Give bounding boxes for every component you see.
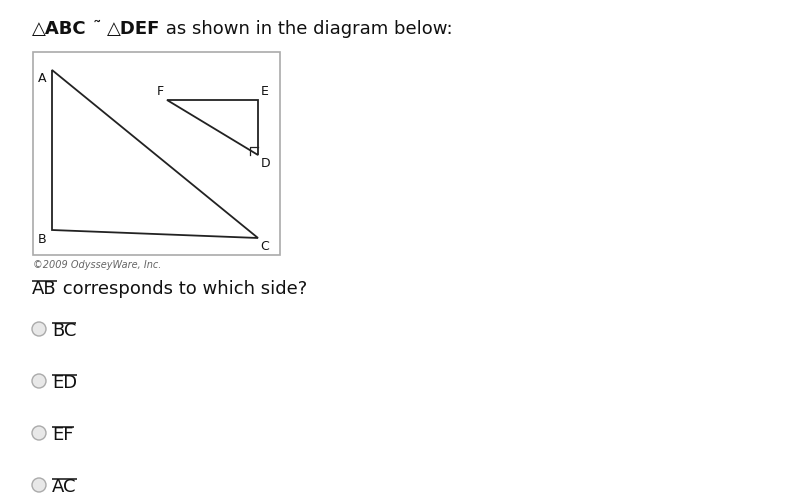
- Text: EF: EF: [52, 426, 74, 444]
- Text: AC: AC: [52, 478, 77, 496]
- Text: ED: ED: [52, 374, 77, 392]
- Text: B: B: [38, 233, 46, 246]
- Text: A: A: [38, 72, 46, 85]
- Text: AB: AB: [32, 280, 57, 298]
- Text: ˜: ˜: [86, 20, 107, 38]
- Text: F: F: [157, 85, 164, 98]
- Circle shape: [32, 322, 46, 336]
- Text: △ABC: △ABC: [32, 20, 86, 38]
- Text: C: C: [260, 240, 269, 253]
- Circle shape: [32, 478, 46, 492]
- Bar: [33, 52, 280, 255]
- Text: E: E: [261, 85, 269, 98]
- Text: D: D: [261, 157, 270, 170]
- Text: as shown in the diagram below:: as shown in the diagram below:: [161, 20, 453, 38]
- Text: △DEF: △DEF: [107, 20, 161, 38]
- Text: ©2009 OdysseyWare, Inc.: ©2009 OdysseyWare, Inc.: [33, 260, 162, 270]
- Text: corresponds to which side?: corresponds to which side?: [57, 280, 307, 298]
- Circle shape: [32, 374, 46, 388]
- Text: BC: BC: [52, 322, 76, 340]
- Circle shape: [32, 426, 46, 440]
